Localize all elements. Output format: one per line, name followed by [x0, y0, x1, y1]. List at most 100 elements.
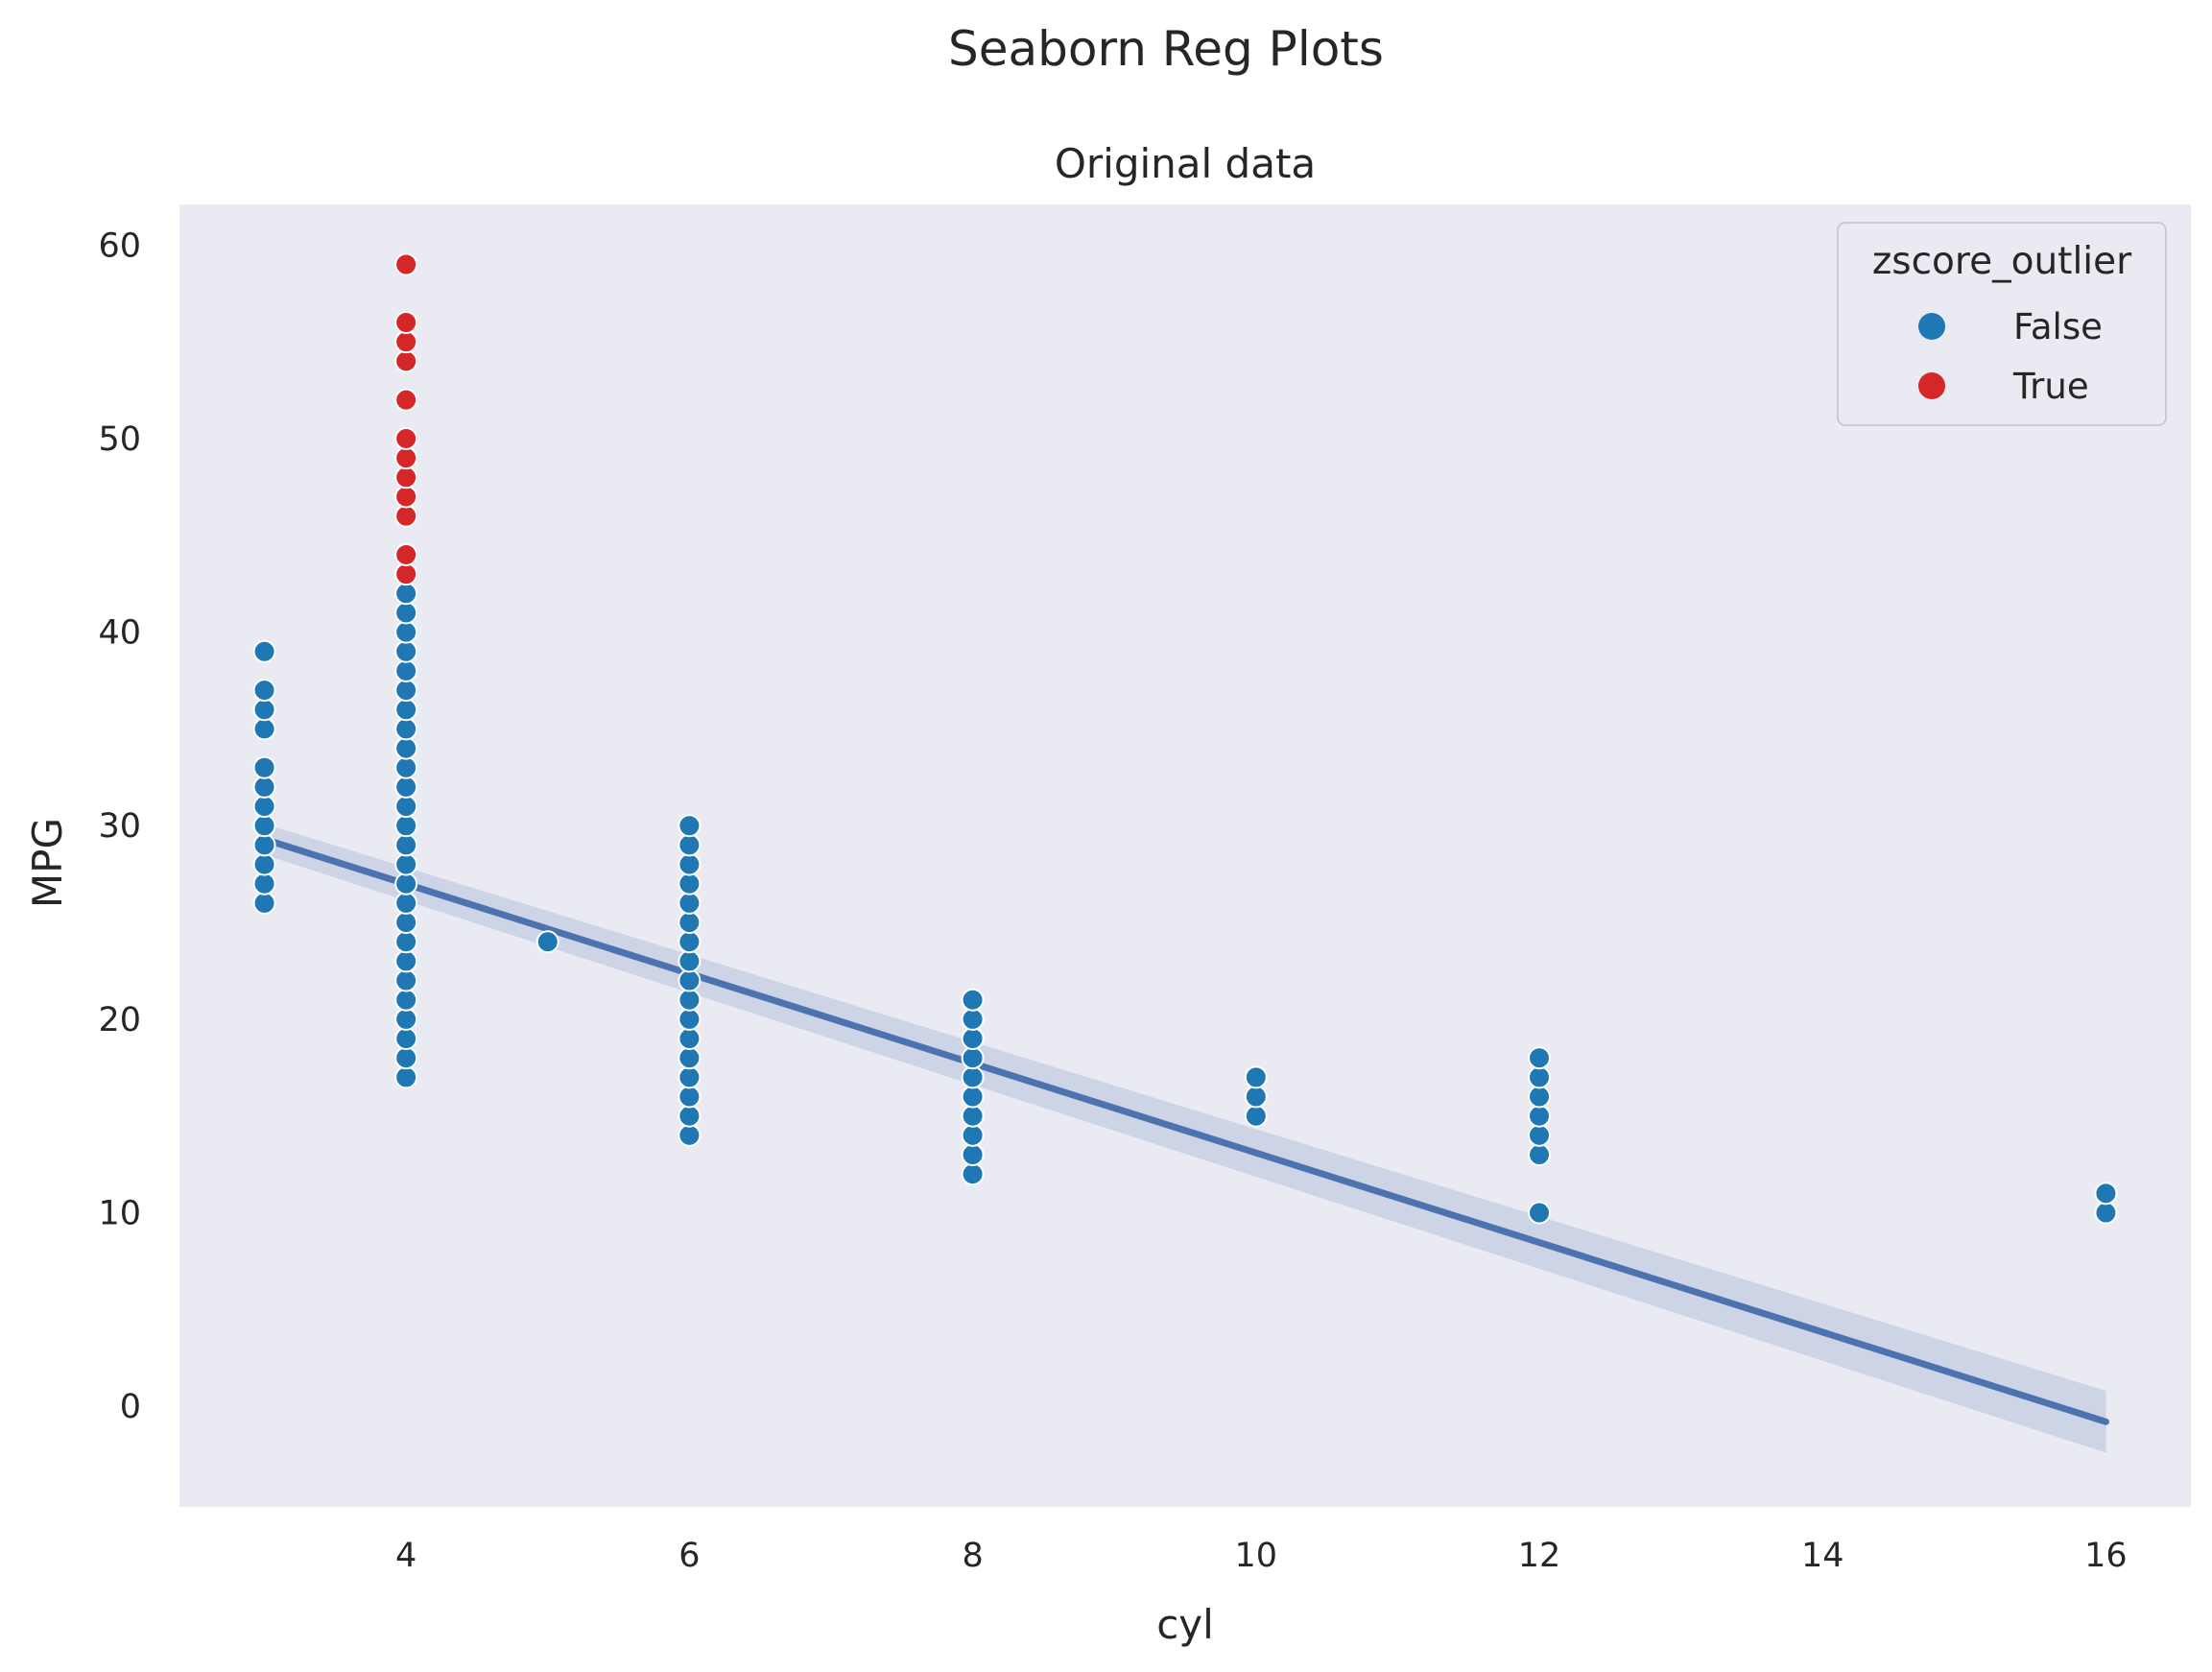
data-point-false: [961, 1065, 985, 1089]
data-point-false: [535, 930, 559, 954]
y-tick-label: 10: [98, 1195, 141, 1233]
data-point-false: [252, 891, 276, 915]
data-point-false: [678, 988, 702, 1012]
data-point-false: [394, 1065, 418, 1089]
data-point-false: [394, 582, 418, 606]
data-point-false: [678, 1007, 702, 1031]
data-point-false: [394, 814, 418, 838]
data-point-false: [394, 1046, 418, 1070]
data-point-false: [252, 679, 276, 703]
y-tick-label: 20: [98, 1001, 141, 1039]
data-point-false: [394, 1027, 418, 1051]
data-point-false: [252, 833, 276, 857]
x-tick-label: 4: [395, 1537, 416, 1575]
data-point-false: [394, 717, 418, 741]
data-point-false: [394, 1007, 418, 1031]
data-point-false: [1528, 1123, 1552, 1147]
data-point-false: [678, 911, 702, 935]
data-point-true: [394, 310, 418, 334]
data-point-false: [394, 601, 418, 625]
data-point-false: [394, 833, 418, 857]
x-tick-label: 14: [1801, 1537, 1844, 1575]
x-tick-label: 12: [1518, 1537, 1561, 1575]
x-tick-label: 10: [1235, 1537, 1278, 1575]
confidence-band-layer: [264, 824, 2106, 1453]
chart-title: Original data: [1055, 140, 1316, 187]
data-point-false: [678, 968, 702, 992]
data-point-true: [394, 252, 418, 276]
data-point-false: [678, 872, 702, 896]
data-point-false: [961, 1046, 985, 1070]
y-tick-label: 40: [98, 614, 141, 653]
data-point-false: [961, 1027, 985, 1051]
data-point-false: [252, 755, 276, 779]
data-point-true: [394, 466, 418, 490]
y-tick-label: 60: [98, 227, 141, 265]
data-point-false: [1528, 1085, 1552, 1109]
data-point-false: [1244, 1085, 1268, 1109]
data-point-false: [394, 930, 418, 954]
data-point-true: [394, 485, 418, 509]
data-point-false: [394, 891, 418, 915]
data-point-false: [252, 639, 276, 663]
regression-confidence-band: [264, 824, 2106, 1453]
legend-title: zscore_outlier: [1872, 240, 2132, 283]
data-point-false: [678, 1104, 702, 1128]
data-point-false: [678, 852, 702, 876]
x-tick-label: 6: [678, 1537, 700, 1575]
data-point-false: [2094, 1201, 2118, 1225]
data-point-false: [394, 736, 418, 760]
data-point-false: [394, 658, 418, 682]
data-point-false: [394, 698, 418, 722]
data-point-false: [394, 679, 418, 703]
data-point-false: [1528, 1065, 1552, 1089]
data-point-true: [394, 542, 418, 566]
data-point-false: [961, 1143, 985, 1167]
data-point-false: [394, 872, 418, 896]
data-point-true: [394, 426, 418, 450]
y-tick-label: 50: [98, 420, 141, 459]
data-point-false: [1528, 1201, 1552, 1225]
data-point-false: [1528, 1104, 1552, 1128]
data-point-false: [678, 1085, 702, 1109]
y-axis-ticks: 0 10 20 30 40 50 60: [98, 227, 141, 1426]
legend-box: [1837, 222, 2167, 426]
data-point-false: [1244, 1104, 1268, 1128]
data-point-false: [678, 1065, 702, 1089]
data-point-false: [252, 814, 276, 838]
legend-label-false: False: [2013, 306, 2103, 347]
data-point-false: [678, 1123, 702, 1147]
data-point-false: [961, 988, 985, 1012]
data-point-false: [961, 1007, 985, 1031]
data-point-false: [252, 852, 276, 876]
data-point-false: [394, 639, 418, 663]
data-point-false: [961, 1085, 985, 1109]
data-point-false: [678, 949, 702, 973]
data-point-false: [678, 1046, 702, 1070]
x-tick-label: 8: [962, 1537, 983, 1575]
y-tick-label: 0: [120, 1388, 141, 1426]
data-point-false: [394, 620, 418, 644]
y-axis-label: MPG: [24, 818, 71, 908]
data-point-true: [394, 388, 418, 412]
data-point-false: [678, 930, 702, 954]
legend-marker-true: [1918, 372, 1945, 399]
scatter-points-layer: [252, 252, 2118, 1225]
data-point-false: [1528, 1143, 1552, 1167]
data-point-false: [394, 949, 418, 973]
data-point-false: [394, 911, 418, 935]
data-point-true: [394, 349, 418, 373]
data-point-false: [678, 814, 702, 838]
x-tick-label: 16: [2084, 1537, 2128, 1575]
data-point-true: [394, 504, 418, 528]
data-point-false: [252, 717, 276, 741]
data-point-false: [961, 1104, 985, 1128]
x-axis-ticks: 4 6 8 10 12 14 16: [395, 1537, 2128, 1575]
legend: zscore_outlier False True: [1837, 222, 2167, 426]
data-point-false: [1244, 1065, 1268, 1089]
data-point-false: [961, 1162, 985, 1186]
data-point-true: [394, 330, 418, 354]
data-point-false: [252, 795, 276, 819]
data-point-false: [2094, 1182, 2118, 1206]
data-point-false: [394, 775, 418, 799]
